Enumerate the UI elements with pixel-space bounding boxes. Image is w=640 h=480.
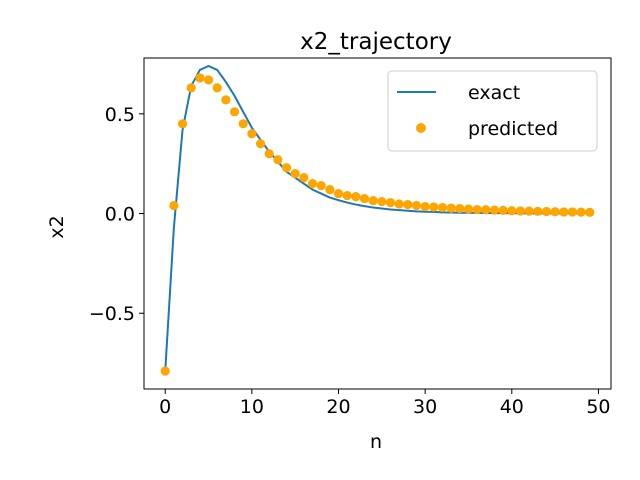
predicted-point <box>403 199 413 210</box>
predicted-point <box>255 139 266 149</box>
x-tick-label: 30 <box>413 396 437 418</box>
predicted-point <box>429 202 439 212</box>
predicted-point <box>481 205 491 215</box>
predicted-point <box>420 201 430 212</box>
predicted-point <box>333 188 344 199</box>
predicted-point <box>385 197 396 208</box>
predicted-point <box>238 119 248 129</box>
y-axis: −0.5 0.0 0.5 <box>89 104 144 325</box>
x-tick-label: 50 <box>586 396 610 418</box>
legend-predicted-label: predicted <box>468 118 558 140</box>
predicted-point <box>342 190 352 201</box>
predicted-point <box>368 195 378 206</box>
predicted-point <box>533 206 543 216</box>
predicted-point <box>437 202 448 213</box>
predicted-point <box>273 155 283 165</box>
legend-box <box>387 70 598 152</box>
predicted-point <box>186 83 196 93</box>
predicted-point <box>377 196 387 207</box>
predicted-point <box>281 163 292 173</box>
x-axis-label: n <box>370 431 382 453</box>
predicted-point <box>489 205 500 215</box>
predicted-point <box>264 149 274 159</box>
predicted-point <box>307 179 318 189</box>
predicted-point <box>299 173 309 183</box>
predicted-point <box>446 203 456 213</box>
predicted-point <box>411 200 422 211</box>
predicted-point <box>177 119 188 129</box>
y-axis-label: x2 <box>46 215 68 238</box>
legend-exact-label: exact <box>468 82 520 104</box>
predicted-point <box>394 199 404 209</box>
x-axis: 0 10 20 30 40 50 <box>159 389 611 418</box>
predicted-point <box>567 207 578 217</box>
predicted-point <box>541 206 552 217</box>
y-tick-label: −0.5 <box>89 303 135 325</box>
predicted-point <box>351 191 361 202</box>
predicted-point <box>559 207 569 217</box>
predicted-point <box>524 206 534 216</box>
legend-predicted-swatch <box>416 123 426 133</box>
y-tick-label: 0.5 <box>105 104 135 126</box>
x-tick-label: 40 <box>500 396 524 418</box>
predicted-point <box>229 107 240 117</box>
predicted-point <box>498 205 508 215</box>
predicted-point <box>221 95 231 105</box>
y-tick-label: 0.0 <box>105 204 135 226</box>
predicted-point <box>169 200 179 211</box>
predicted-point <box>247 129 257 139</box>
predicted-point <box>455 203 465 214</box>
legend: exact predicted <box>387 70 598 152</box>
predicted-point <box>472 204 482 215</box>
predicted-point <box>290 169 300 179</box>
chart-title: x2_trajectory <box>300 29 452 55</box>
predicted-point <box>195 73 205 83</box>
x-tick-label: 0 <box>159 396 171 418</box>
predicted-point <box>463 204 474 214</box>
x-tick-label: 20 <box>326 396 350 418</box>
axes-frame <box>143 57 612 390</box>
predicted-point <box>576 207 586 217</box>
predicted-point <box>160 366 170 376</box>
x-tick-label: 10 <box>240 396 264 418</box>
predicted-point <box>585 207 595 217</box>
plot-area <box>160 64 595 376</box>
predicted-point <box>325 185 335 195</box>
predicted-point <box>203 75 214 85</box>
predicted-point <box>550 207 560 217</box>
predicted-point <box>515 206 526 216</box>
predicted-point <box>316 181 326 191</box>
predicted-point <box>212 83 222 93</box>
predicted-point <box>359 193 370 204</box>
predicted-point <box>507 206 517 216</box>
